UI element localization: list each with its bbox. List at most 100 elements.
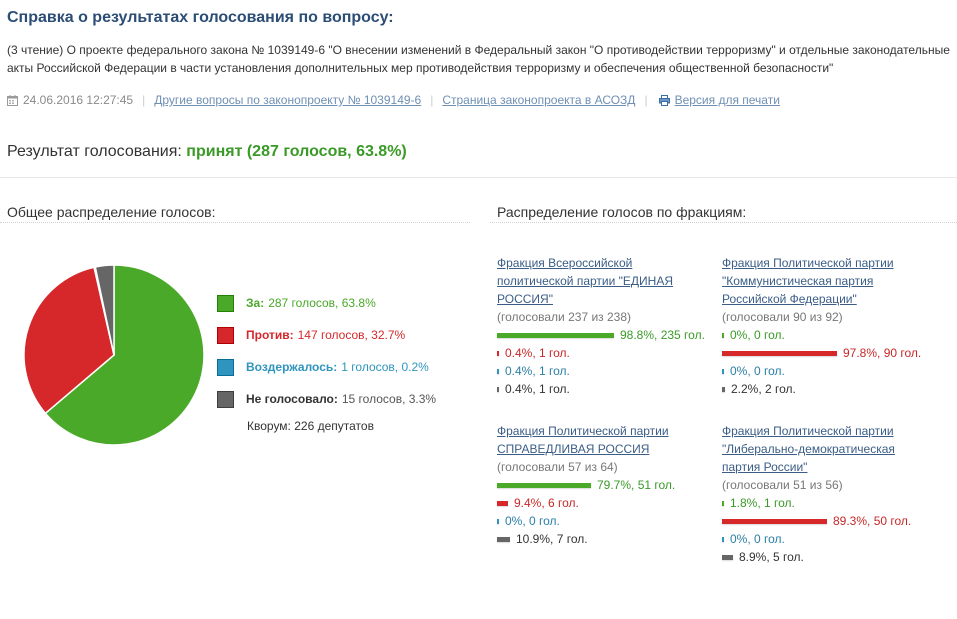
bill-description: (3 чтение) О проекте федерального закона… <box>7 43 950 75</box>
faction-name-link[interactable]: Фракция Политической партии СПРАВЕДЛИВАЯ… <box>497 424 669 456</box>
faction-bar-against <box>497 500 508 506</box>
result-label: Результат голосования: <box>7 143 182 160</box>
legend-item-abstain: Воздержалось: 1 голосов, 0.2% <box>217 351 436 383</box>
vote-datetime: 24.06.2016 12:27:45 <box>23 93 134 107</box>
legend-value: 287 голосов, 63.8% <box>268 296 376 310</box>
legend-item-against: Против: 147 голосов, 32.7% <box>217 319 436 351</box>
faction-name-link[interactable]: Фракция Политической партии "Коммунистич… <box>722 256 894 306</box>
pie-slice-against <box>23 266 115 415</box>
faction-value: 98.8%, 235 гол. <box>620 328 705 342</box>
faction-row-absent: 10.9%, 7 гол. <box>497 530 707 548</box>
faction-block: Фракция Всероссийской политической парти… <box>497 254 707 398</box>
separator: | <box>644 93 648 107</box>
faction-row-against: 9.4%, 6 гол. <box>497 494 707 512</box>
legend-swatch <box>217 390 234 408</box>
vote-pie-chart <box>23 264 205 446</box>
faction-block: Фракция Политической партии "Коммунистич… <box>722 254 932 398</box>
separator: | <box>430 93 434 107</box>
faction-value: 8.9%, 5 гол. <box>739 550 804 564</box>
faction-value: 0.4%, 1 гол. <box>505 364 570 378</box>
legend-item-absent: Не голосовало: 15 голосов, 3.3% <box>217 383 436 415</box>
faction-bar-absent <box>722 386 725 392</box>
faction-row-abstain: 0%, 0 гол. <box>497 512 707 530</box>
faction-row-against: 89.3%, 50 гол. <box>722 512 932 530</box>
faction-row-for: 98.8%, 235 гол. <box>497 326 707 344</box>
bill-page-link[interactable]: Страница законопроекта в АСОЗД <box>442 93 636 107</box>
faction-bar-for <box>722 332 724 338</box>
print-version-link[interactable]: Версия для печати <box>674 93 780 107</box>
faction-bar-absent <box>722 554 733 560</box>
faction-bar-abstain <box>722 368 724 374</box>
factions-section-title: Распределение голосов по фракциям: <box>497 204 747 220</box>
faction-value: 0.4%, 1 гол. <box>505 346 570 360</box>
faction-value: 9.4%, 6 гол. <box>514 496 579 510</box>
divider <box>0 177 957 178</box>
page-title: Справка о результатах голосования по воп… <box>7 9 394 26</box>
faction-row-against: 97.8%, 90 гол. <box>722 344 932 362</box>
dotted-divider <box>0 222 470 223</box>
faction-voted-count: (голосовали 51 из 56) <box>722 478 843 492</box>
faction-bar-for <box>722 500 724 506</box>
legend-label: Не голосовало: <box>246 392 338 406</box>
faction-row-against: 0.4%, 1 гол. <box>497 344 707 362</box>
faction-value: 97.8%, 90 гол. <box>843 346 922 360</box>
faction-row-abstain: 0%, 0 гол. <box>722 362 932 380</box>
faction-bar-against <box>722 518 827 524</box>
faction-bar-for <box>497 332 614 338</box>
legend-swatch <box>217 294 234 312</box>
overall-section-title: Общее распределение голосов: <box>7 204 216 220</box>
faction-value: 0.4%, 1 гол. <box>505 382 570 396</box>
faction-bar-abstain <box>497 518 499 524</box>
faction-value: 10.9%, 7 гол. <box>516 532 588 546</box>
separator: | <box>142 93 146 107</box>
faction-name-link[interactable]: Фракция Всероссийской политической парти… <box>497 256 674 306</box>
quorum-text: Кворум: 226 депутатов <box>247 419 374 433</box>
faction-name-link[interactable]: Фракция Политической партии "Либерально-… <box>722 424 895 474</box>
faction-value: 0%, 0 гол. <box>505 514 560 528</box>
legend-value: 1 голосов, 0.2% <box>341 360 429 374</box>
legend-item-for: За: 287 голосов, 63.8% <box>217 287 436 319</box>
legend-label: Против: <box>246 328 294 342</box>
other-questions-link[interactable]: Другие вопросы по законопроекту № 103914… <box>154 93 422 107</box>
faction-value: 79.7%, 51 гол. <box>597 478 676 492</box>
faction-value: 0%, 0 гол. <box>730 532 785 546</box>
faction-voted-count: (голосовали 237 из 238) <box>497 310 632 324</box>
faction-value: 0%, 0 гол. <box>730 328 785 342</box>
legend-label: Воздержалось: <box>246 360 338 374</box>
pie-slice-for <box>44 264 205 446</box>
faction-value: 0%, 0 гол. <box>730 364 785 378</box>
result-value: принят (287 голосов, 63.8%) <box>186 143 407 160</box>
faction-row-for: 0%, 0 гол. <box>722 326 932 344</box>
faction-row-for: 79.7%, 51 гол. <box>497 476 707 494</box>
faction-bar-abstain <box>722 536 724 542</box>
faction-row-absent: 2.2%, 2 гол. <box>722 380 932 398</box>
faction-block: Фракция Политической партии СПРАВЕДЛИВАЯ… <box>497 422 707 548</box>
pie-slice-absent <box>94 264 115 356</box>
faction-bar-against <box>497 350 499 356</box>
faction-row-absent: 0.4%, 1 гол. <box>497 380 707 398</box>
legend-value: 15 голосов, 3.3% <box>341 392 437 406</box>
faction-bar-for <box>497 482 591 488</box>
faction-bar-against <box>722 350 837 356</box>
calendar-icon <box>7 94 18 106</box>
vote-result: Результат голосования: принят (287 голос… <box>7 143 407 161</box>
legend-value: 147 голосов, 32.7% <box>297 328 406 342</box>
faction-voted-count: (голосовали 90 из 92) <box>722 310 843 324</box>
faction-block: Фракция Политической партии "Либерально-… <box>722 422 932 566</box>
meta-bar: 24.06.2016 12:27:45 | Другие вопросы по … <box>7 93 780 107</box>
faction-bar-absent <box>497 386 499 392</box>
faction-row-absent: 8.9%, 5 гол. <box>722 548 932 566</box>
faction-value: 89.3%, 50 гол. <box>833 514 912 528</box>
faction-value: 2.2%, 2 гол. <box>731 382 796 396</box>
printer-icon[interactable] <box>658 94 670 106</box>
faction-row-for: 1.8%, 1 гол. <box>722 494 932 512</box>
faction-bar-abstain <box>497 368 499 374</box>
faction-bar-absent <box>497 536 510 542</box>
faction-value: 1.8%, 1 гол. <box>730 496 795 510</box>
legend-swatch <box>217 326 234 344</box>
dotted-divider <box>490 222 957 223</box>
legend-label: За: <box>246 296 265 310</box>
faction-voted-count: (голосовали 57 из 64) <box>497 460 618 474</box>
legend-swatch <box>217 358 234 376</box>
